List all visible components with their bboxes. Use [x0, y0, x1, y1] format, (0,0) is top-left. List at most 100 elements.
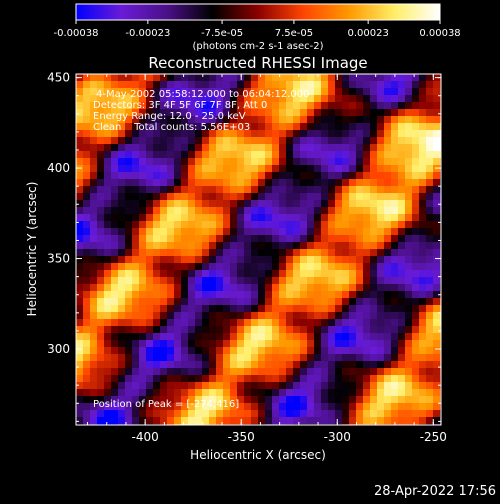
heatmap-cell — [279, 347, 287, 355]
heatmap-cell — [188, 81, 196, 89]
heatmap-cell — [419, 298, 427, 306]
heatmap-cell — [258, 144, 266, 152]
heatmap-cell — [335, 221, 343, 229]
heatmap-cell — [153, 326, 161, 334]
heatmap-cell — [384, 123, 392, 131]
heatmap-cell — [377, 242, 385, 250]
heatmap-cell — [76, 312, 84, 320]
heatmap-cell — [426, 81, 434, 89]
heatmap-cell — [160, 193, 168, 201]
heatmap-cell — [118, 312, 126, 320]
heatmap-cell — [412, 165, 420, 173]
heatmap-cell — [132, 109, 140, 117]
heatmap-cell — [265, 263, 273, 271]
heatmap-cell — [321, 277, 329, 285]
heatmap-cell — [321, 396, 329, 404]
heatmap-cell — [244, 193, 252, 201]
heatmap-cell — [83, 235, 91, 243]
heatmap-cell — [286, 200, 294, 208]
heatmap-cell — [195, 270, 203, 278]
heatmap-cell — [174, 340, 182, 348]
heatmap-cell — [412, 382, 420, 390]
heatmap-cell — [363, 361, 371, 369]
heatmap-cell — [405, 291, 413, 299]
heatmap-cell — [244, 382, 252, 390]
heatmap-cell — [125, 235, 133, 243]
heatmap-cell — [307, 123, 315, 131]
heatmap-cell — [279, 228, 287, 236]
heatmap-cell — [230, 305, 238, 313]
heatmap-cell — [237, 165, 245, 173]
heatmap-cell — [146, 109, 154, 117]
heatmap-cell — [391, 312, 399, 320]
heatmap-cell — [314, 172, 322, 180]
heatmap-cell — [349, 389, 357, 397]
heatmap-cell — [76, 277, 84, 285]
heatmap-cell — [279, 312, 287, 320]
heatmap-cell — [412, 347, 420, 355]
heatmap-cell — [118, 172, 126, 180]
heatmap-cell — [328, 207, 336, 215]
heatmap-cell — [300, 389, 308, 397]
y-tick-label: 400 — [47, 161, 70, 175]
heatmap-cell — [342, 249, 350, 257]
heatmap-cell — [251, 214, 259, 222]
heatmap-cell — [188, 284, 196, 292]
heatmap-cell — [412, 193, 420, 201]
heatmap-cell — [244, 109, 252, 117]
heatmap-cell — [167, 235, 175, 243]
heatmap-cell — [76, 270, 84, 278]
heatmap-cell — [265, 186, 273, 194]
heatmap-cell — [286, 396, 294, 404]
heatmap-cell — [216, 88, 224, 96]
heatmap-cell — [314, 312, 322, 320]
heatmap-cell — [279, 193, 287, 201]
heatmap-cell — [223, 340, 231, 348]
heatmap-cell — [90, 179, 98, 187]
heatmap-cell — [335, 95, 343, 103]
heatmap-cell — [314, 368, 322, 376]
heatmap-cell — [160, 144, 168, 152]
heatmap-cell — [209, 256, 217, 264]
heatmap-cell — [314, 109, 322, 117]
heatmap-cell — [216, 116, 224, 124]
heatmap-cell — [209, 151, 217, 159]
heatmap-cell — [293, 116, 301, 124]
heatmap-cell — [90, 417, 98, 425]
heatmap-cell — [398, 291, 406, 299]
heatmap-cell — [265, 165, 273, 173]
heatmap-cell — [97, 410, 105, 418]
heatmap-cell — [125, 305, 133, 313]
heatmap-cell — [132, 340, 140, 348]
heatmap-cell — [76, 354, 84, 362]
heatmap-cell — [132, 95, 140, 103]
heatmap-cell — [335, 151, 343, 159]
heatmap-cell — [391, 179, 399, 187]
heatmap-cell — [188, 333, 196, 341]
heatmap-cell — [209, 319, 217, 327]
heatmap-cell — [349, 221, 357, 229]
heatmap-cell — [314, 221, 322, 229]
heatmap-cell — [188, 389, 196, 397]
heatmap-cell — [125, 326, 133, 334]
heatmap-cell — [314, 102, 322, 110]
heatmap-cell — [433, 193, 441, 201]
heatmap-cell — [167, 312, 175, 320]
heatmap-cell — [202, 319, 210, 327]
heatmap-cell — [202, 165, 210, 173]
heatmap-cell — [356, 130, 364, 138]
heatmap-cell — [76, 382, 84, 390]
heatmap-cell — [398, 270, 406, 278]
heatmap-cell — [174, 270, 182, 278]
heatmap-cell — [125, 319, 133, 327]
heatmap-cell — [272, 298, 280, 306]
heatmap-cell — [314, 242, 322, 250]
heatmap-cell — [104, 389, 112, 397]
heatmap-cell — [90, 193, 98, 201]
heatmap-cell — [258, 242, 266, 250]
heatmap-cell — [251, 256, 259, 264]
heatmap-cell — [426, 319, 434, 327]
heatmap-cell — [398, 186, 406, 194]
heatmap-cell — [160, 249, 168, 257]
heatmap-cell — [307, 193, 315, 201]
